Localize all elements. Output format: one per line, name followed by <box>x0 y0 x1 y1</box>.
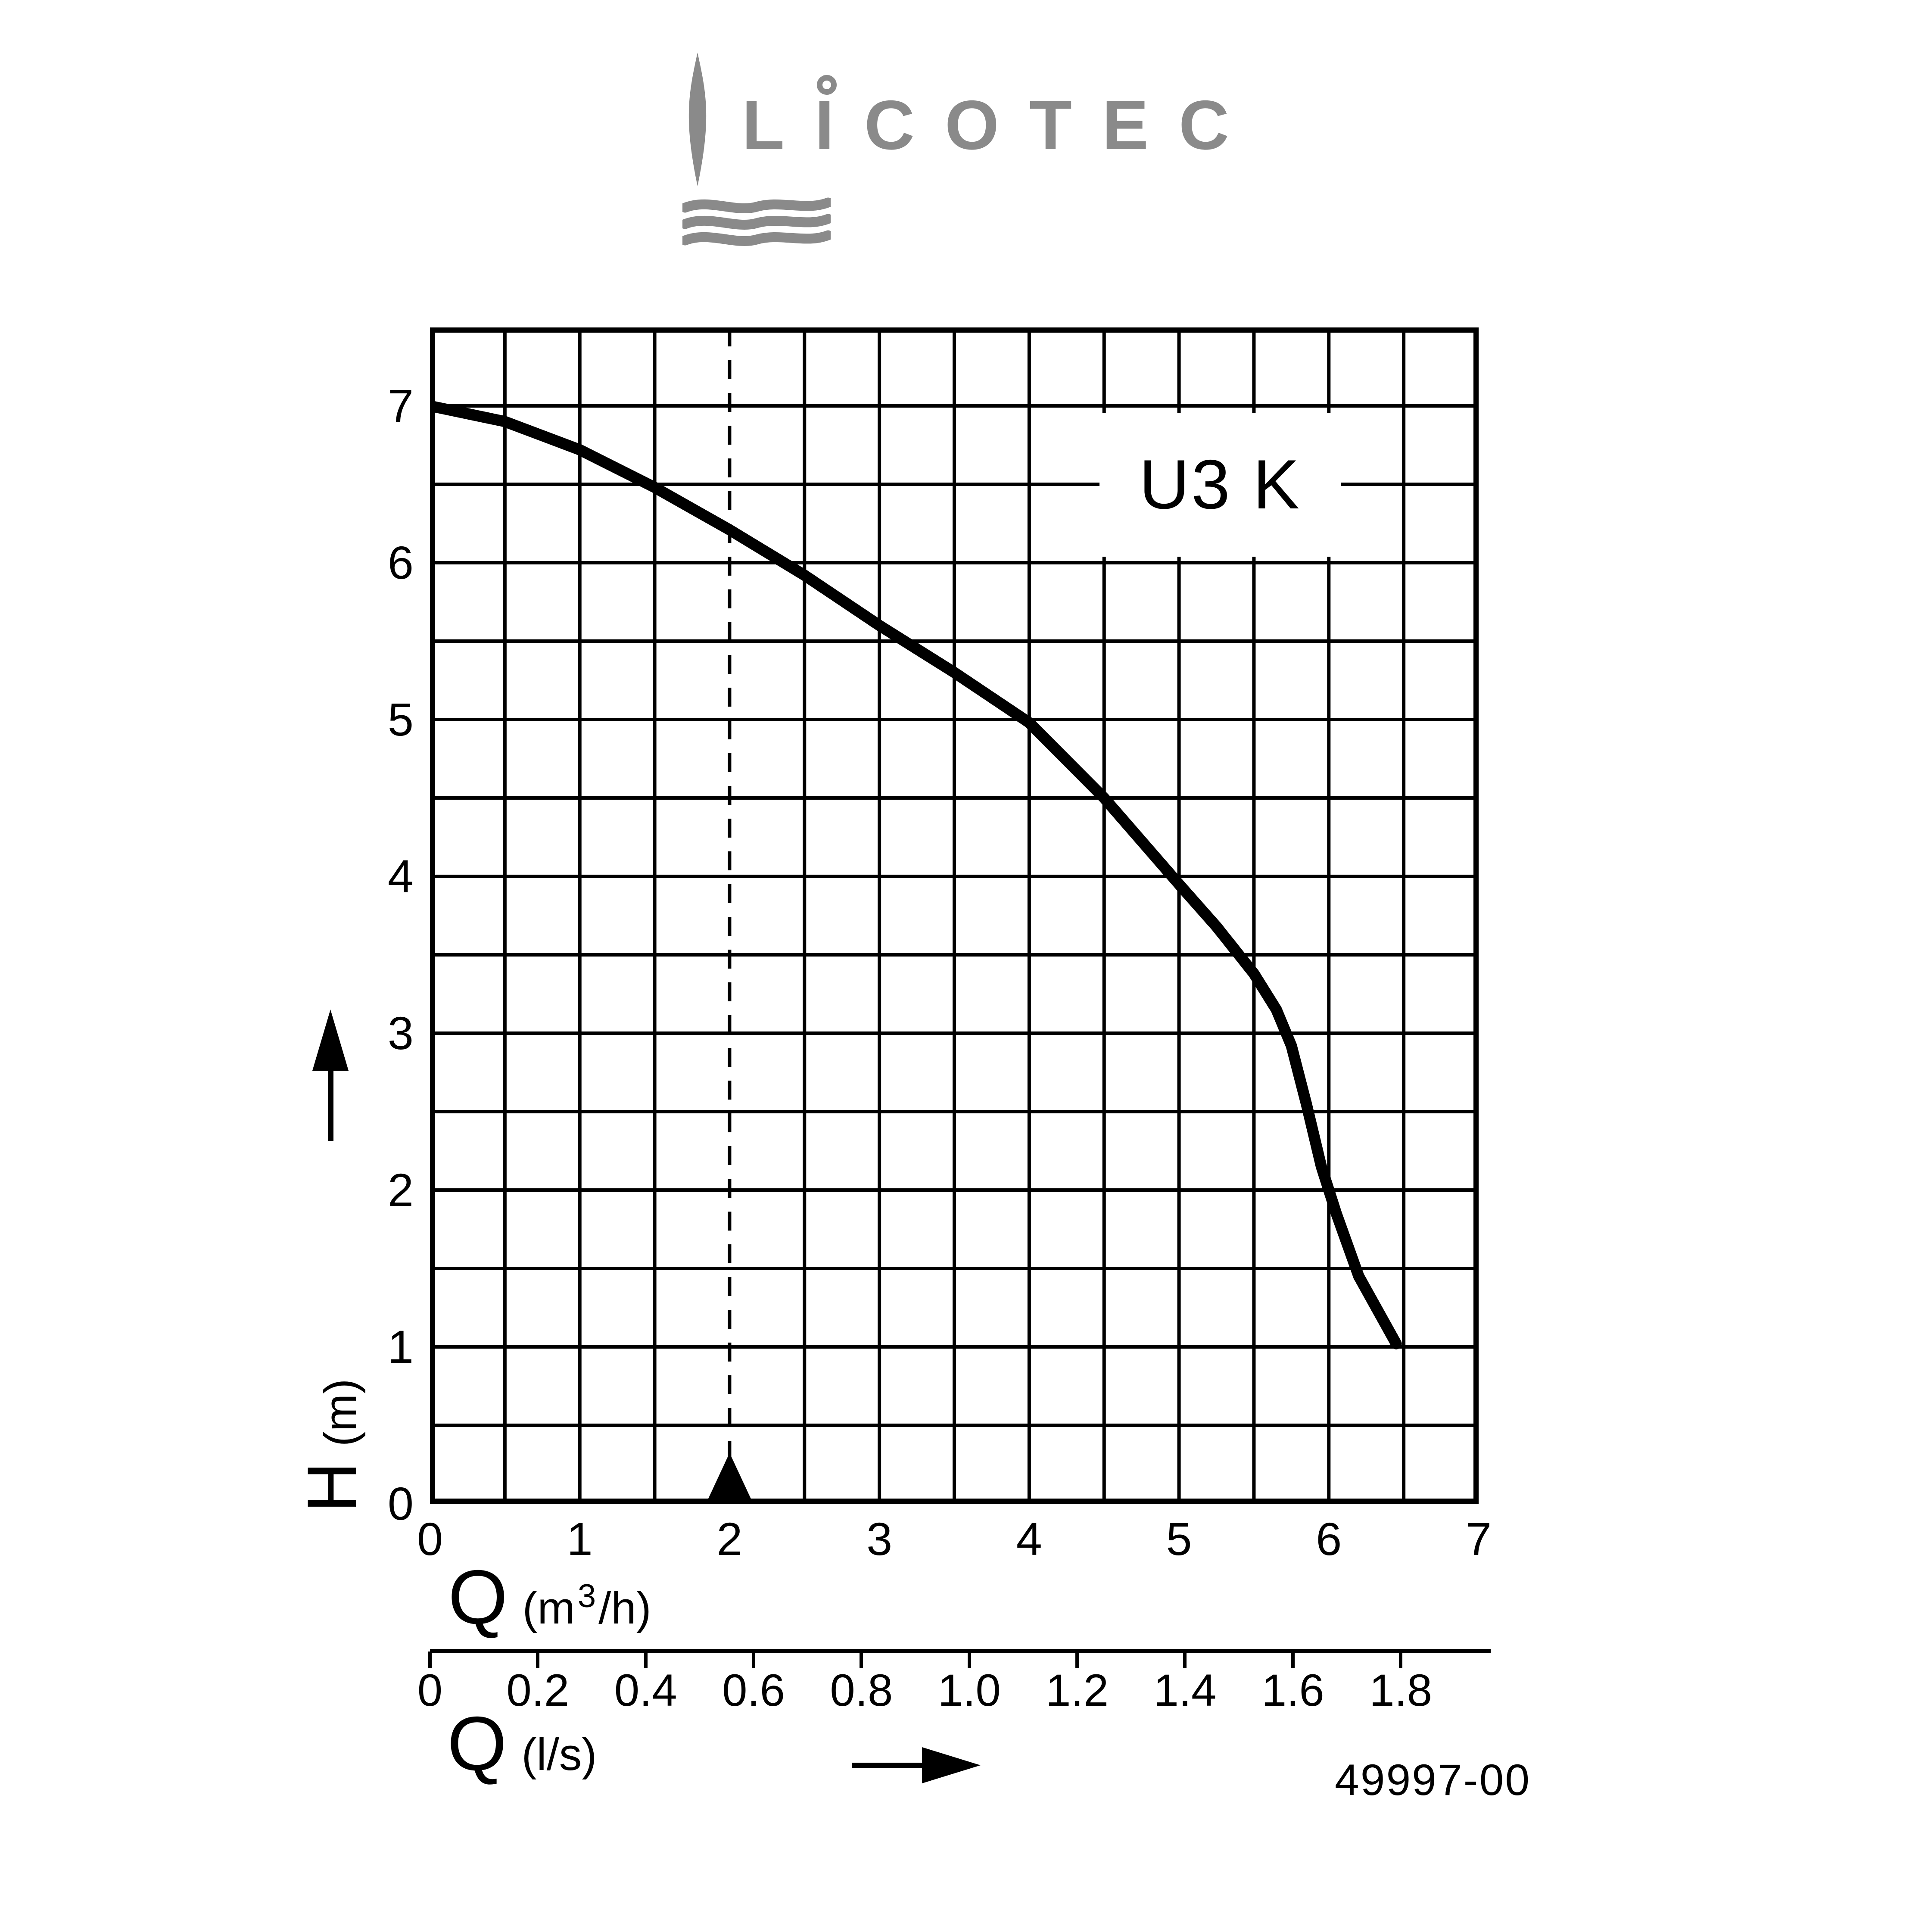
x-axis-secondary-line <box>430 1649 1491 1653</box>
x-tick-label-ls: 1.2 <box>1046 1665 1109 1716</box>
y-tick-label: 0 <box>387 1477 414 1530</box>
x-axis-secondary-unit: (l/s) <box>521 1729 597 1780</box>
y-tick-label: 3 <box>387 1007 414 1059</box>
logo-wordmark: LICOTEC <box>742 86 1259 164</box>
y-axis-direction-arrow-icon <box>312 1010 349 1071</box>
y-tick-label: 4 <box>387 850 414 902</box>
water-waves-icon <box>682 197 831 246</box>
x-tick-label-m3h: 1 <box>567 1513 593 1565</box>
x-secondary-tick <box>644 1652 648 1668</box>
x-tick-label-m3h: 0 <box>417 1513 443 1565</box>
x-axis-primary-unit-post: /h) <box>598 1583 651 1633</box>
x-axis-direction-arrow-shaft <box>852 1763 922 1768</box>
x-tick-label-m3h: 2 <box>716 1513 743 1565</box>
y-tick-label: 5 <box>387 693 414 745</box>
x-axis-primary-symbol: Q <box>448 1554 508 1640</box>
x-secondary-tick <box>1075 1652 1079 1668</box>
i-ring-icon <box>817 75 837 95</box>
x-tick-label-ls: 0.4 <box>614 1665 677 1716</box>
x-axis-secondary-title: Q (l/s) <box>447 1705 597 1782</box>
x-tick-label-m3h: 4 <box>1016 1513 1042 1565</box>
x-secondary-tick <box>752 1652 756 1668</box>
x-tick-label-m3h: 6 <box>1316 1513 1342 1565</box>
x-secondary-tick <box>428 1652 432 1668</box>
y-tick-label: 6 <box>387 536 414 589</box>
pump-curve <box>424 400 1402 1349</box>
x-axis-primary-unit-pre: (m <box>522 1583 575 1633</box>
x-tick-label-ls: 1.0 <box>937 1665 1001 1716</box>
y-axis-direction-arrow-shaft <box>328 1068 333 1141</box>
x-tick-label-ls: 1.8 <box>1369 1665 1433 1716</box>
flame-icon <box>688 53 707 186</box>
x-tick-label-ls: 1.4 <box>1153 1665 1217 1716</box>
x-tick-label-m3h: 7 <box>1465 1513 1492 1565</box>
curve-title: U3 K <box>1139 446 1302 524</box>
x-axis-direction-arrow-icon <box>922 1747 981 1783</box>
x-axis-primary-unit-sup: 3 <box>577 1578 596 1614</box>
y-tick-label: 2 <box>387 1164 414 1216</box>
x-axis-secondary-symbol: Q <box>447 1701 507 1786</box>
drawing-number: 49997-00 <box>1335 1755 1531 1804</box>
x-secondary-tick <box>1399 1652 1403 1668</box>
x-tick-label-ls: 0.8 <box>830 1665 893 1716</box>
x-tick-label-ls: 1.6 <box>1261 1665 1324 1716</box>
y-tick-label: 7 <box>387 380 414 432</box>
x-secondary-tick <box>967 1652 971 1668</box>
x-secondary-tick <box>536 1652 540 1668</box>
marker-triangle-icon <box>706 1453 753 1503</box>
x-tick-label-ls: 0.6 <box>722 1665 785 1716</box>
x-secondary-tick <box>860 1652 863 1668</box>
x-tick-label-m3h: 5 <box>1166 1513 1192 1565</box>
x-secondary-tick <box>1183 1652 1187 1668</box>
x-tick-label-ls: 0.2 <box>506 1665 570 1716</box>
y-tick-label: 1 <box>387 1321 414 1373</box>
x-tick-label-ls: 0 <box>417 1665 443 1716</box>
y-axis-unit: (m) <box>315 1378 366 1447</box>
x-tick-label-m3h: 3 <box>866 1513 893 1565</box>
curve-label-box: U3 K <box>1099 413 1341 557</box>
logo <box>681 51 1258 249</box>
x-axis-primary-title: Q (m 3 /h) <box>448 1559 651 1636</box>
x-secondary-tick <box>1291 1652 1295 1668</box>
